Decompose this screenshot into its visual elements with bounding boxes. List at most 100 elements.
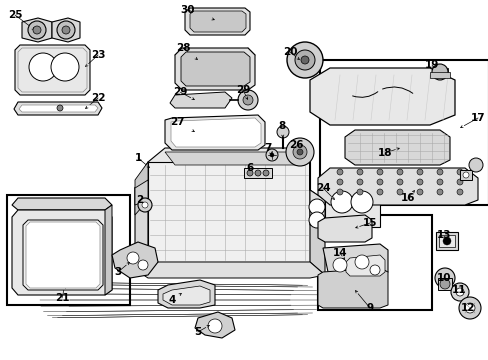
Circle shape (29, 53, 57, 81)
Text: 17: 17 (470, 113, 484, 123)
Polygon shape (135, 162, 148, 262)
Polygon shape (15, 45, 90, 95)
Text: 23: 23 (91, 50, 105, 60)
Circle shape (292, 145, 306, 159)
Polygon shape (164, 152, 305, 165)
Circle shape (265, 149, 278, 161)
Circle shape (468, 158, 482, 172)
Circle shape (416, 189, 422, 195)
Bar (317, 215, 431, 310)
Circle shape (57, 105, 63, 111)
Text: 20: 20 (282, 47, 297, 57)
Text: 19: 19 (424, 60, 438, 70)
Text: 15: 15 (362, 218, 376, 228)
Bar (459, 170, 471, 180)
Text: 14: 14 (332, 248, 346, 258)
Polygon shape (135, 180, 148, 205)
Text: 8: 8 (278, 121, 285, 131)
Circle shape (246, 170, 252, 176)
Text: 7: 7 (264, 143, 271, 153)
Circle shape (369, 265, 379, 275)
Polygon shape (195, 312, 235, 338)
Polygon shape (12, 210, 112, 295)
Bar (438, 235, 454, 247)
Text: 13: 13 (436, 230, 450, 240)
Circle shape (396, 179, 402, 185)
Polygon shape (181, 52, 249, 86)
Text: 29: 29 (235, 85, 250, 95)
Polygon shape (105, 205, 112, 295)
Circle shape (431, 64, 447, 80)
Circle shape (286, 42, 323, 78)
Circle shape (308, 212, 325, 228)
Polygon shape (345, 130, 449, 165)
Polygon shape (170, 92, 231, 108)
Polygon shape (133, 262, 325, 278)
Circle shape (439, 279, 449, 289)
Circle shape (127, 252, 139, 264)
Polygon shape (309, 190, 325, 225)
Text: 1: 1 (134, 153, 142, 163)
Circle shape (376, 179, 382, 185)
Polygon shape (19, 105, 98, 112)
Text: 21: 21 (55, 293, 69, 303)
Polygon shape (163, 286, 209, 305)
Polygon shape (309, 68, 454, 125)
Text: 6: 6 (246, 163, 253, 173)
Circle shape (296, 149, 303, 155)
Bar (319, 60, 488, 205)
Bar (437, 278, 451, 290)
Circle shape (336, 179, 342, 185)
Circle shape (57, 21, 75, 39)
Circle shape (276, 126, 288, 138)
Circle shape (263, 170, 268, 176)
Circle shape (142, 202, 148, 208)
Polygon shape (14, 102, 102, 115)
Circle shape (330, 191, 352, 213)
Circle shape (456, 179, 462, 185)
Bar (325, 185, 379, 227)
Circle shape (416, 179, 422, 185)
Circle shape (462, 172, 468, 178)
Polygon shape (26, 222, 100, 288)
Circle shape (376, 189, 382, 195)
Text: 16: 16 (400, 193, 414, 203)
Bar (244, 168, 271, 178)
Text: 22: 22 (91, 93, 105, 103)
Polygon shape (175, 48, 254, 90)
Circle shape (336, 189, 342, 195)
Circle shape (436, 179, 442, 185)
Text: 11: 11 (451, 285, 465, 295)
Circle shape (336, 169, 342, 175)
Circle shape (356, 169, 362, 175)
Circle shape (51, 53, 79, 81)
Polygon shape (52, 18, 80, 42)
Bar (7, 195, 130, 305)
Polygon shape (317, 215, 371, 242)
Circle shape (450, 283, 468, 301)
Circle shape (243, 95, 252, 105)
Circle shape (138, 260, 148, 270)
Polygon shape (317, 168, 477, 205)
Circle shape (332, 258, 346, 272)
Circle shape (62, 26, 70, 34)
Circle shape (376, 169, 382, 175)
Bar (429, 72, 449, 78)
Circle shape (269, 153, 273, 157)
Polygon shape (190, 11, 245, 32)
Circle shape (33, 26, 41, 34)
Circle shape (436, 189, 442, 195)
Circle shape (294, 50, 314, 70)
Text: 10: 10 (436, 273, 450, 283)
Polygon shape (309, 162, 325, 275)
Circle shape (456, 169, 462, 175)
Circle shape (456, 189, 462, 195)
Circle shape (254, 170, 261, 176)
Circle shape (207, 319, 222, 333)
Polygon shape (135, 148, 309, 200)
Text: 29: 29 (172, 87, 187, 97)
Bar (431, 68, 447, 76)
Polygon shape (12, 198, 112, 210)
Circle shape (301, 56, 308, 64)
Circle shape (442, 237, 450, 245)
